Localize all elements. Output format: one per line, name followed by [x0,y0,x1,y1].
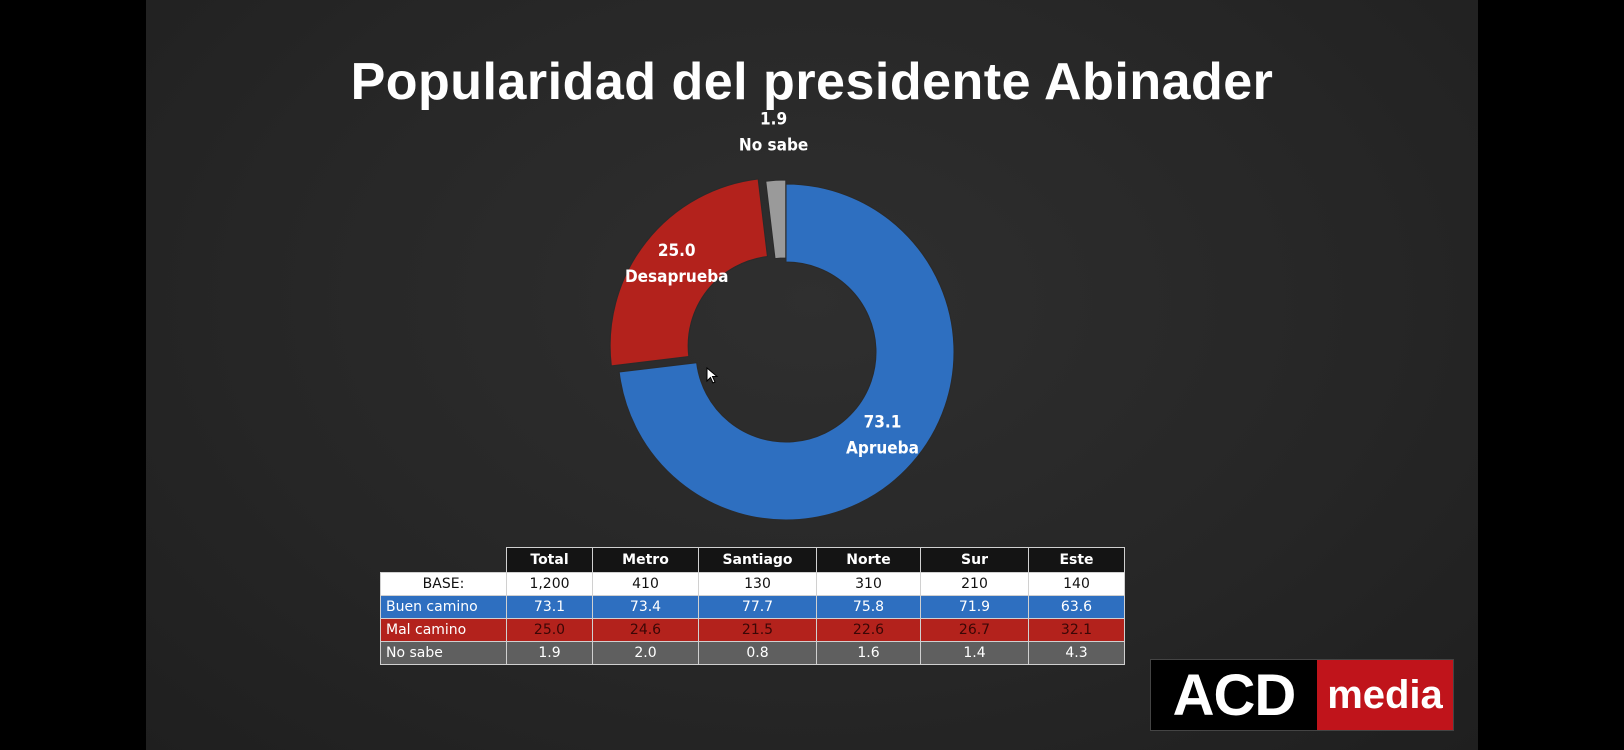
table-header-row: Total Metro Santiago Norte Sur Este [381,547,1125,573]
column-header: Sur [920,547,1029,573]
row-label: Mal camino [380,618,507,642]
donut-chart: 73.1 Aprueba 25.0 Desaprueba 1.9 No sabe [609,109,955,521]
table-cell: 1.9 [506,641,593,665]
row-label: No sabe [380,641,507,665]
slice-value-label: 73.1 [864,413,902,433]
table-cell: 73.1 [506,595,593,619]
table-cell: 71.9 [920,595,1029,619]
column-header: Este [1028,547,1125,573]
row-label: Buen camino [380,595,507,619]
table-cell: 1,200 [506,572,593,596]
table-row-mal-camino: Mal camino 25.0 24.6 21.5 22.6 26.7 32.1 [380,618,1125,642]
column-header: Norte [816,547,921,573]
table-cell: 0.8 [698,641,817,665]
table-corner [381,548,507,573]
slide: Popularidad del presidente Abinader 73.1… [146,0,1478,750]
table-cell: 130 [698,572,817,596]
slice-name-label: Desaprueba [625,267,729,287]
slice-value-label: 25.0 [658,241,696,261]
table-cell: 310 [816,572,921,596]
table-cell: 140 [1028,572,1125,596]
slice-value-label: 1.9 [760,109,787,129]
logo-media: media [1317,660,1453,730]
results-table: Total Metro Santiago Norte Sur Este BASE… [380,547,1125,665]
table-cell: 24.6 [592,618,699,642]
logo-acd: ACD [1151,660,1317,730]
table-cell: 22.6 [816,618,921,642]
table-cell: 77.7 [698,595,817,619]
donut-slice-no-sabe [765,179,787,260]
table-row-base: BASE: 1,200 410 130 310 210 140 [380,572,1125,596]
table-cell: 26.7 [920,618,1029,642]
column-header: Metro [592,547,699,573]
slice-name-label: Aprueba [846,439,919,459]
column-header: Total [506,547,593,573]
chart-title: Popularidad del presidente Abinader [350,53,1274,111]
row-label: BASE: [380,572,507,596]
table-cell: 32.1 [1028,618,1125,642]
table-cell: 210 [920,572,1029,596]
table-cell: 75.8 [816,595,921,619]
table-cell: 73.4 [592,595,699,619]
donut-slice-desaprueba [609,178,768,367]
table-cell: 21.5 [698,618,817,642]
mouse-pointer-icon [706,367,719,384]
table-cell: 25.0 [506,618,593,642]
table-cell: 410 [592,572,699,596]
table-row-no-sabe: No sabe 1.9 2.0 0.8 1.6 1.4 4.3 [380,641,1125,665]
table-cell: 1.6 [816,641,921,665]
table-cell: 2.0 [592,641,699,665]
table-cell: 4.3 [1028,641,1125,665]
column-header: Santiago [698,547,817,573]
table-cell: 1.4 [920,641,1029,665]
table-cell: 63.6 [1028,595,1125,619]
donut-slice-aprueba [618,183,955,521]
table-row-buen-camino: Buen camino 73.1 73.4 77.7 75.8 71.9 63.… [380,595,1125,619]
acd-media-logo: ACD media [1150,659,1454,731]
slice-name-label: No sabe [739,135,808,155]
